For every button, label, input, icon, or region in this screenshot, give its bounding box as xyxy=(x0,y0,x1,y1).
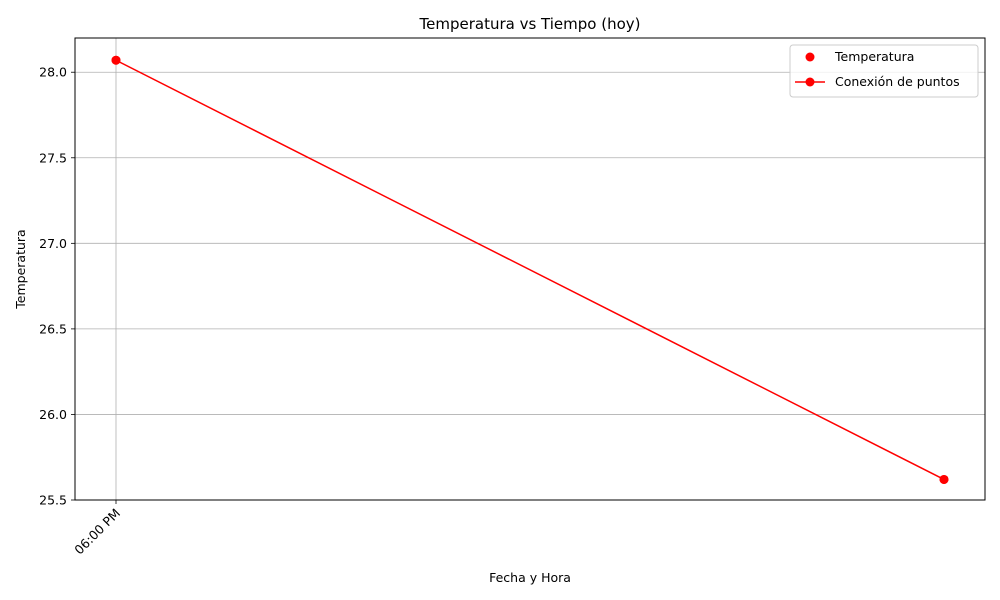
y-tick-label: 25.5 xyxy=(39,493,67,508)
x-axis-label: Fecha y Hora xyxy=(489,570,571,585)
series-line-conexion xyxy=(115,59,945,481)
y-tick-label: 28.0 xyxy=(39,65,67,80)
y-tick-label: 26.0 xyxy=(39,407,67,422)
plot-frame xyxy=(74,37,986,501)
y-tick-label: 26.5 xyxy=(39,321,67,336)
legend-box xyxy=(789,44,979,98)
legend: Temperatura Conexión de puntos xyxy=(789,44,979,98)
scatter-point xyxy=(939,474,949,484)
scatter-point xyxy=(111,55,121,65)
y-axis-label: Temperatura xyxy=(13,229,28,309)
y-tick-label: 27.0 xyxy=(39,236,67,251)
legend-marker-conexion xyxy=(805,77,815,87)
y-axis: 25.5 26.0 26.5 27.0 27.5 28.0 xyxy=(39,65,75,508)
plot-area xyxy=(111,55,949,484)
legend-label-temperatura: Temperatura xyxy=(834,49,914,64)
legend-marker-temperatura xyxy=(805,52,815,62)
legend-label-conexion: Conexión de puntos xyxy=(835,74,960,89)
y-tick-label: 27.5 xyxy=(39,150,67,165)
chart-title: Temperatura vs Tiempo (hoy) xyxy=(419,15,641,33)
